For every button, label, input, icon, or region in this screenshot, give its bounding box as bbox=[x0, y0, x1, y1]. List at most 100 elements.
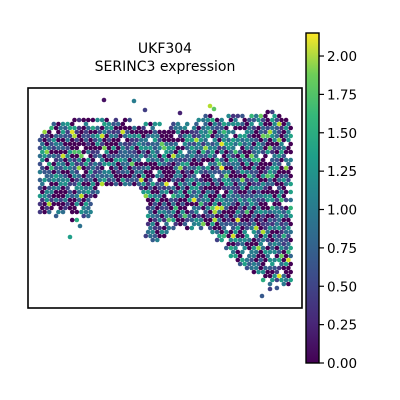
spot bbox=[258, 209, 264, 215]
spot bbox=[274, 245, 280, 251]
spot bbox=[207, 103, 213, 109]
spot bbox=[251, 149, 257, 155]
spot bbox=[161, 145, 167, 151]
spot bbox=[221, 145, 227, 151]
spot bbox=[111, 161, 116, 167]
spot bbox=[53, 165, 59, 171]
spot bbox=[221, 225, 227, 231]
spot bbox=[63, 189, 68, 195]
spot bbox=[221, 137, 227, 143]
spot bbox=[212, 145, 218, 151]
spot bbox=[288, 245, 294, 251]
spot bbox=[152, 129, 158, 135]
spot bbox=[171, 201, 176, 207]
spot bbox=[46, 201, 52, 207]
spot bbox=[281, 249, 287, 255]
spot bbox=[249, 177, 254, 183]
spot bbox=[230, 185, 236, 191]
spot bbox=[102, 153, 107, 159]
spot bbox=[258, 201, 264, 207]
spot bbox=[113, 165, 119, 171]
spot bbox=[164, 141, 169, 147]
spot bbox=[40, 165, 45, 171]
spot bbox=[217, 225, 222, 231]
spot bbox=[104, 173, 109, 179]
spot bbox=[72, 133, 77, 139]
spot bbox=[260, 245, 266, 251]
spot bbox=[136, 165, 142, 171]
colorbar-ticks: 0.00 0.25 0.50 0.75 1.00 1.25 1.50 1.75 2.00 bbox=[319, 49, 357, 372]
spot bbox=[207, 209, 213, 215]
spot bbox=[205, 133, 211, 139]
spot bbox=[281, 217, 287, 223]
spot bbox=[288, 261, 294, 267]
spot bbox=[175, 193, 181, 199]
spot bbox=[221, 233, 227, 239]
spot bbox=[99, 181, 105, 187]
spot bbox=[237, 237, 243, 243]
spot bbox=[178, 157, 183, 163]
spot bbox=[233, 205, 238, 211]
spot bbox=[214, 229, 220, 235]
spot bbox=[88, 161, 93, 167]
spot bbox=[237, 221, 243, 227]
spot bbox=[148, 121, 153, 127]
spot bbox=[201, 133, 206, 139]
spot bbox=[86, 205, 91, 211]
spot bbox=[161, 177, 167, 183]
spot bbox=[288, 197, 294, 203]
spot bbox=[83, 193, 89, 199]
spot bbox=[157, 129, 162, 135]
spot bbox=[92, 193, 98, 199]
spot bbox=[175, 185, 181, 191]
spot bbox=[150, 189, 155, 195]
spot bbox=[242, 141, 247, 147]
spot bbox=[175, 177, 181, 183]
spot bbox=[263, 193, 268, 199]
spot bbox=[265, 221, 271, 227]
spot bbox=[189, 145, 195, 151]
spot bbox=[145, 149, 151, 155]
spot bbox=[148, 225, 153, 231]
spot bbox=[219, 149, 224, 155]
spot bbox=[168, 133, 174, 139]
spot bbox=[157, 225, 162, 231]
spot bbox=[230, 153, 236, 159]
spot bbox=[210, 221, 215, 227]
spot bbox=[60, 121, 66, 127]
spot bbox=[37, 145, 43, 151]
spot bbox=[155, 237, 160, 243]
spot bbox=[258, 177, 264, 183]
spot bbox=[173, 157, 178, 163]
spot bbox=[288, 213, 294, 219]
spot bbox=[194, 121, 199, 127]
spot bbox=[159, 173, 165, 179]
spot bbox=[136, 133, 142, 139]
spot bbox=[224, 229, 229, 235]
spot bbox=[233, 173, 238, 179]
spot bbox=[230, 161, 236, 167]
spot bbox=[155, 197, 160, 203]
spot bbox=[120, 121, 126, 127]
spot bbox=[224, 197, 229, 203]
spot bbox=[74, 129, 80, 135]
spot bbox=[244, 209, 250, 215]
spot bbox=[145, 221, 151, 227]
spot bbox=[69, 201, 75, 207]
spot bbox=[260, 181, 266, 187]
spot bbox=[106, 121, 112, 127]
spot bbox=[189, 153, 195, 159]
spot bbox=[159, 141, 165, 147]
spot bbox=[104, 141, 109, 147]
spot bbox=[74, 177, 80, 183]
spot bbox=[115, 121, 121, 127]
spot bbox=[134, 153, 139, 159]
spot bbox=[279, 221, 284, 227]
spot bbox=[198, 185, 204, 191]
spot bbox=[168, 157, 174, 163]
chart-title: UKF304 SERINC3 expression bbox=[95, 41, 236, 75]
spot bbox=[244, 201, 250, 207]
spot bbox=[256, 269, 261, 275]
spot bbox=[44, 141, 50, 147]
spot bbox=[136, 141, 142, 147]
